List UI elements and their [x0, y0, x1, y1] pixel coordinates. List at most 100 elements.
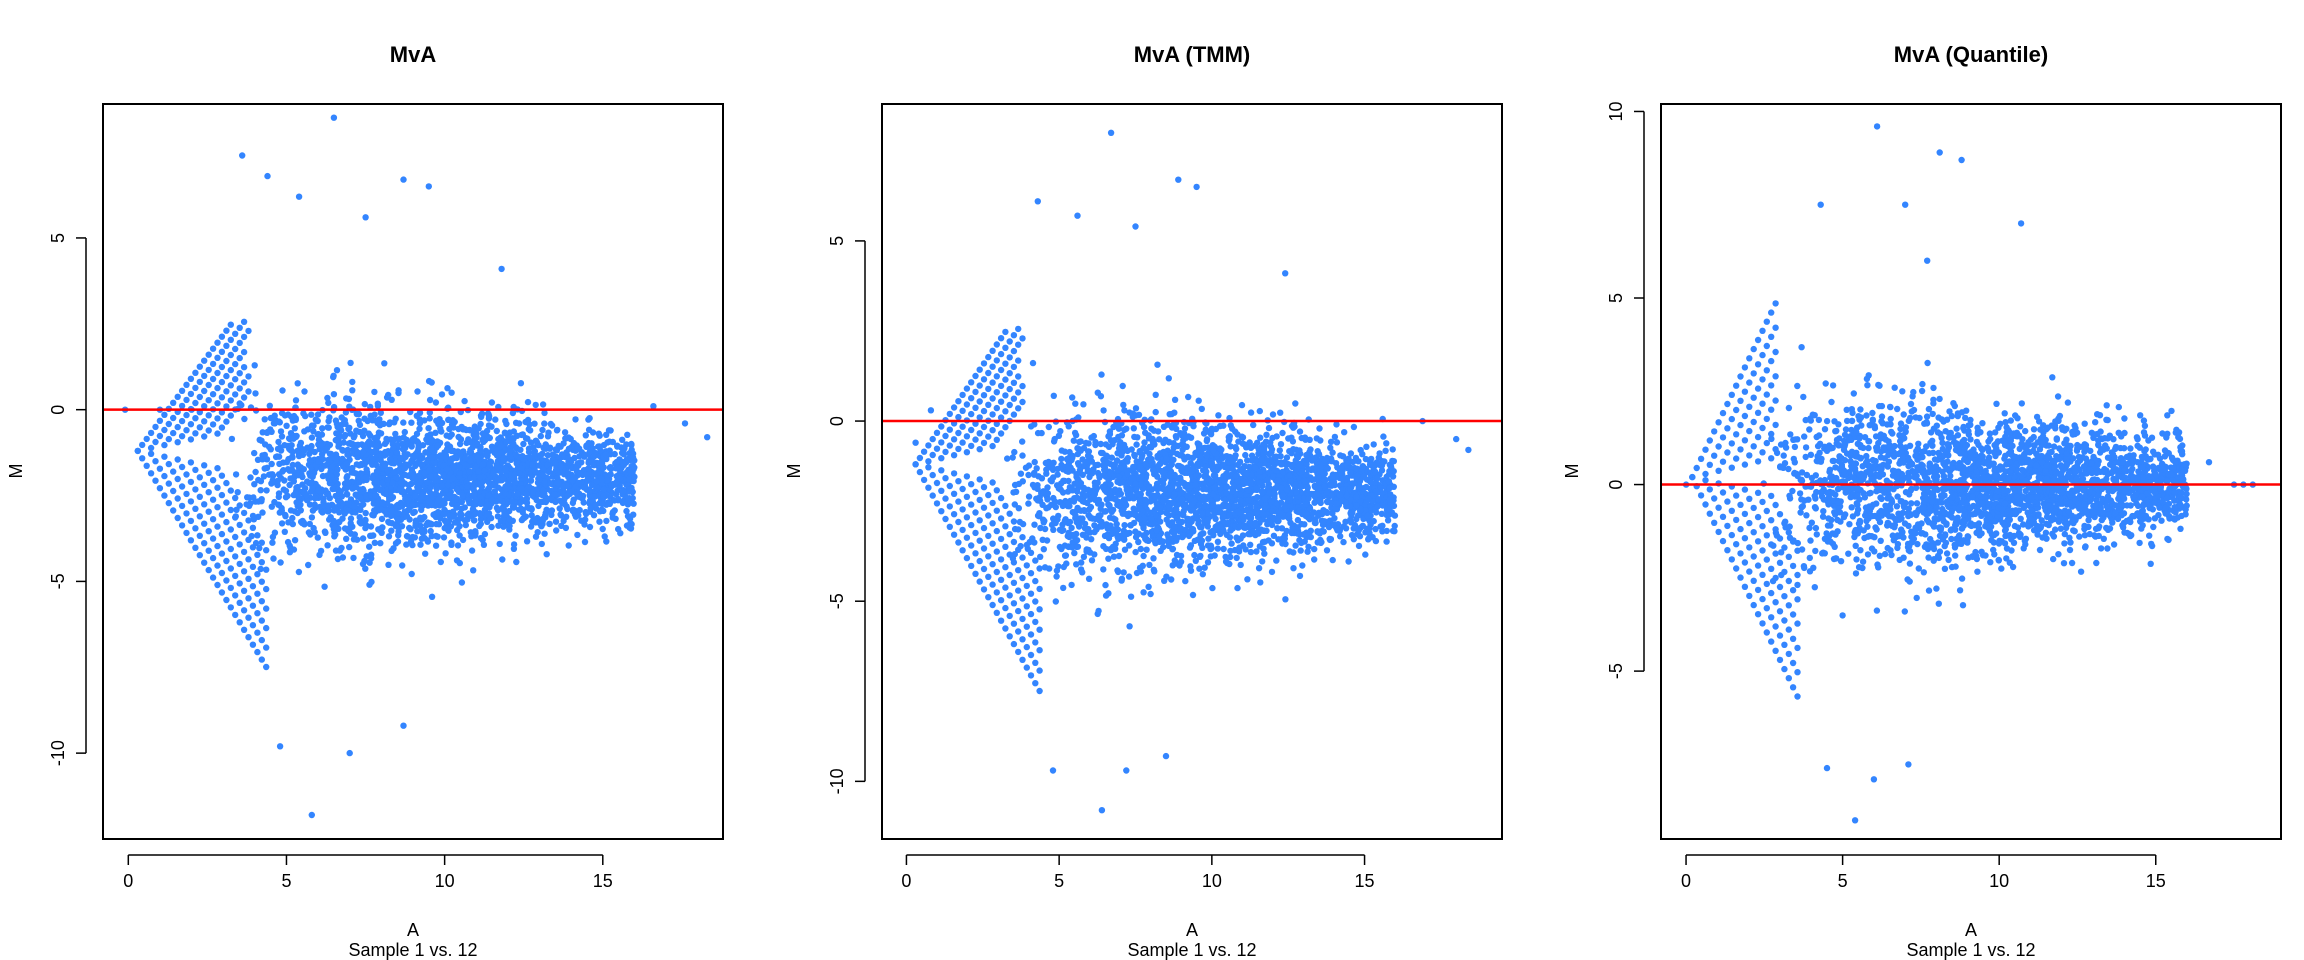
data-point [488, 399, 496, 406]
data-point [306, 501, 314, 508]
data-point [214, 465, 221, 472]
data-point [1260, 449, 1267, 456]
data-point [1166, 463, 1173, 470]
data-point [291, 537, 299, 544]
data-point [552, 518, 560, 525]
data-point [275, 471, 283, 478]
data-point [441, 524, 448, 532]
data-point [426, 415, 433, 422]
data-point [332, 505, 339, 512]
data-point [314, 417, 321, 425]
data-point [277, 559, 284, 566]
data-point [414, 388, 421, 395]
data-point [258, 496, 265, 503]
data-point [559, 483, 567, 491]
data-point [1233, 554, 1240, 562]
data-point [263, 585, 270, 593]
data-point [178, 483, 186, 490]
data-point [330, 391, 338, 398]
data-point [1173, 506, 1180, 513]
data-point [461, 397, 468, 405]
data-point [400, 722, 407, 729]
data-point [309, 507, 317, 514]
data-point [428, 445, 435, 452]
data-point [411, 474, 418, 482]
mva-raw-panel: MvA 0 5 10 15 -10-505 A Sample 1 vs. 12 M [6, 42, 724, 960]
data-point [385, 533, 393, 540]
data-point [277, 428, 285, 435]
y-axis-label: M [6, 464, 26, 479]
data-point [1037, 524, 1044, 532]
data-point [475, 468, 482, 475]
data-point [205, 508, 212, 515]
data-point [325, 424, 332, 431]
data-point [252, 390, 259, 397]
data-point [289, 514, 296, 522]
data-point [330, 114, 338, 121]
data-point [201, 559, 208, 566]
data-point [218, 333, 226, 340]
data-point [1129, 413, 1137, 421]
data-point [611, 507, 618, 514]
data-point [385, 561, 392, 568]
data-point [426, 396, 434, 404]
data-point [592, 501, 599, 509]
data-point [227, 487, 234, 494]
data-point [209, 345, 217, 352]
data-point [442, 453, 450, 461]
data-point [1342, 525, 1350, 532]
data-point [554, 479, 562, 487]
data-point [335, 489, 343, 496]
data-point [324, 542, 331, 549]
data-point [1052, 598, 1060, 605]
data-point [147, 470, 155, 477]
data-point [531, 420, 538, 427]
data-point [1239, 434, 1247, 441]
data-point [232, 471, 240, 478]
data-point [1323, 547, 1331, 554]
data-point [209, 516, 217, 523]
data-point [1095, 607, 1102, 615]
data-point [275, 453, 283, 460]
data-point [428, 593, 436, 600]
data-point [261, 451, 268, 459]
data-point [201, 520, 208, 527]
data-point [1154, 473, 1161, 480]
data-point [156, 432, 164, 440]
data-point [470, 484, 477, 491]
data-point [466, 449, 473, 456]
data-point [1056, 526, 1064, 533]
data-point [263, 644, 270, 651]
data-point [557, 511, 564, 518]
data-point [413, 430, 421, 437]
data-point [412, 453, 419, 460]
data-point [232, 553, 239, 560]
data-point [357, 506, 364, 514]
data-point [274, 445, 282, 453]
data-point [187, 517, 195, 525]
data-point [432, 542, 440, 549]
data-point [320, 495, 327, 503]
data-point [205, 528, 212, 535]
data-point [552, 498, 559, 506]
data-point [205, 366, 212, 374]
data-point [1142, 429, 1149, 436]
data-point [451, 418, 458, 426]
data-point [170, 414, 177, 422]
data-point [409, 501, 416, 508]
data-point [161, 426, 168, 434]
data-point [401, 471, 409, 479]
data-point [368, 578, 375, 586]
data-point [1050, 392, 1058, 399]
data-point [301, 388, 308, 395]
data-point [1071, 429, 1079, 437]
data-point [584, 476, 592, 483]
data-point [539, 426, 546, 434]
data-point [435, 420, 442, 427]
data-point [1296, 531, 1304, 538]
data-point [535, 441, 542, 449]
data-point [1055, 563, 1062, 570]
data-point [263, 547, 270, 554]
data-point [544, 433, 552, 440]
data-point [495, 435, 502, 443]
